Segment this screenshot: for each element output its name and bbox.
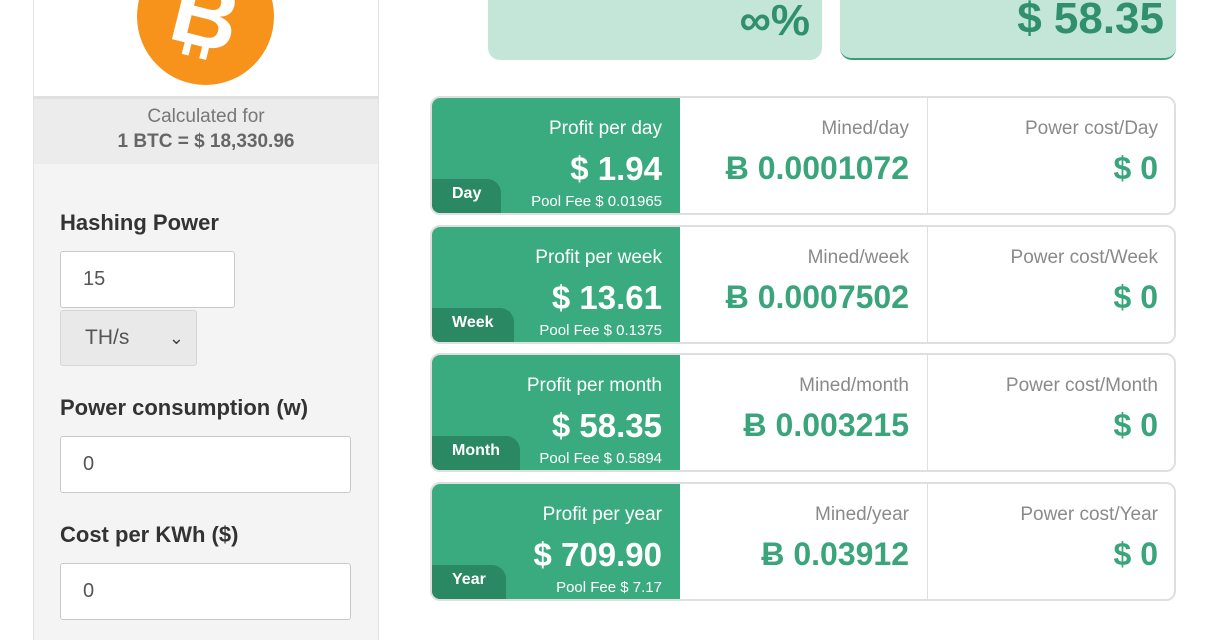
profit-value: $ 58.35	[551, 407, 662, 444]
period-tag: Week	[432, 308, 514, 342]
power-cost-label: Power cost/Day	[1024, 118, 1158, 139]
monthly-profit-value: $ 58.35	[1017, 0, 1164, 43]
power-cost-value: $ 0	[1113, 536, 1158, 572]
profitability-ratio-box: ∞%	[488, 0, 822, 60]
result-row-day: Profit per day $ 1.94 Day Pool Fee $ 0.0…	[430, 96, 1176, 215]
bitcoin-logo-icon: B	[137, 0, 274, 85]
pool-fee: Pool Fee $ 7.17	[556, 579, 662, 596]
price-reference: Calculated for 1 BTC = $ 18,330.96	[34, 96, 378, 164]
profit-label: Profit per year	[542, 504, 662, 525]
chevron-down-icon: ⌄	[168, 328, 184, 348]
power-cost-cell: Power cost/Year $ 0	[928, 484, 1174, 599]
result-row-week: Profit per week $ 13.61 Week Pool Fee $ …	[430, 225, 1176, 344]
mined-label: Mined/year	[815, 504, 909, 525]
power-cost-label: Power cost/Year	[1020, 504, 1158, 525]
period-tag: Day	[432, 179, 502, 213]
profit-label: Profit per month	[526, 375, 662, 396]
mined-label: Mined/month	[799, 375, 909, 396]
power-cost-value: $ 0	[1113, 150, 1158, 186]
period-tag: Year	[432, 565, 506, 599]
mined-value: Ƀ 0.003215	[743, 407, 909, 443]
calculated-for-label: Calculated for	[147, 106, 265, 127]
profit-label: Profit per day	[549, 118, 662, 139]
power-cost-cell: Power cost/Week $ 0	[928, 227, 1174, 342]
cost-per-kwh-input[interactable]: 0	[60, 563, 351, 620]
profit-label: Profit per week	[535, 247, 662, 268]
pool-fee: Pool Fee $ 0.5894	[539, 450, 662, 467]
power-cost-cell: Power cost/Day $ 0	[928, 98, 1174, 213]
mined-label: Mined/day	[821, 118, 909, 139]
btc-price-value: 1 BTC = $ 18,330.96	[117, 131, 295, 152]
profit-cell: Profit per week $ 13.61 Week Pool Fee $ …	[432, 227, 680, 342]
calculator-sidebar: B Calculated for 1 BTC = $ 18,330.96 Has…	[33, 0, 379, 640]
pool-fee: Pool Fee $ 0.01965	[531, 193, 662, 210]
calculator-form: Hashing Power 15 TH/s ⌄ Power consumptio…	[34, 164, 378, 640]
power-consumption-input[interactable]: 0	[60, 436, 351, 493]
profit-cell: Profit per year $ 709.90 Year Pool Fee $…	[432, 484, 680, 599]
result-row-year: Profit per year $ 709.90 Year Pool Fee $…	[430, 482, 1176, 601]
mined-value: Ƀ 0.0007502	[725, 279, 909, 315]
power-cost-value: $ 0	[1113, 279, 1158, 315]
profit-cell: Profit per month $ 58.35 Month Pool Fee …	[432, 355, 680, 470]
mined-value: Ƀ 0.0001072	[725, 150, 909, 186]
power-cost-cell: Power cost/Month $ 0	[928, 355, 1174, 470]
power-cost-label: Power cost/Month	[1005, 375, 1158, 396]
hashing-power-input[interactable]: 15	[60, 251, 235, 308]
profitability-ratio-value: ∞%	[739, 0, 811, 45]
power-consumption-label: Power consumption (w)	[60, 395, 309, 420]
power-cost-value: $ 0	[1113, 407, 1158, 443]
profit-cell: Profit per day $ 1.94 Day Pool Fee $ 0.0…	[432, 98, 680, 213]
svg-text:B: B	[161, 0, 250, 73]
period-tag: Month	[432, 436, 520, 470]
cost-per-kwh-label: Cost per KWh ($)	[60, 522, 239, 547]
mined-cell: Mined/year Ƀ 0.03912	[680, 484, 928, 599]
profit-value: $ 1.94	[570, 150, 662, 187]
monthly-profit-box: $ 58.35	[840, 0, 1176, 60]
mined-value: Ƀ 0.03912	[761, 536, 909, 572]
mined-cell: Mined/month Ƀ 0.003215	[680, 355, 928, 470]
power-cost-label: Power cost/Week	[1010, 247, 1158, 268]
hashing-unit-select[interactable]: TH/s ⌄	[60, 310, 197, 366]
logo-area: B	[34, 0, 378, 96]
hashing-unit-value: TH/s	[85, 326, 130, 349]
result-row-month: Profit per month $ 58.35 Month Pool Fee …	[430, 353, 1176, 472]
mined-label: Mined/week	[807, 247, 909, 268]
mined-cell: Mined/day Ƀ 0.0001072	[680, 98, 928, 213]
hashing-power-label: Hashing Power	[60, 210, 219, 235]
profit-value: $ 709.90	[533, 536, 662, 573]
profit-value: $ 13.61	[551, 279, 662, 316]
pool-fee: Pool Fee $ 0.1375	[539, 322, 662, 339]
mined-cell: Mined/week Ƀ 0.0007502	[680, 227, 928, 342]
